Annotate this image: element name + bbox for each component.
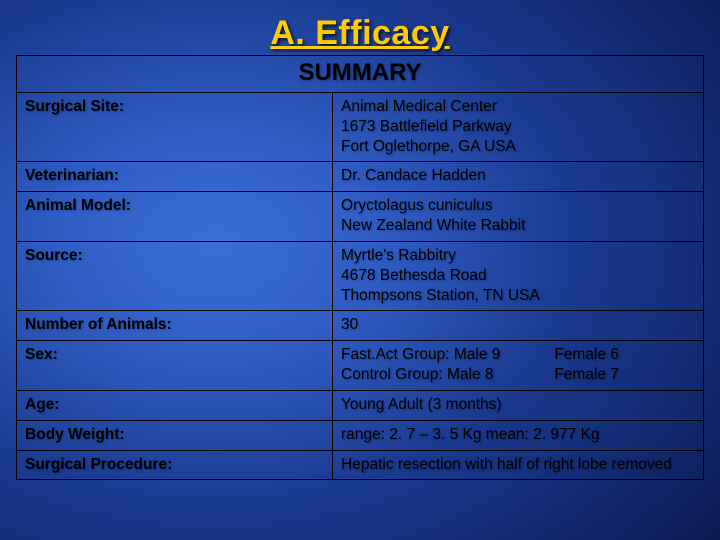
- table-row: Body Weight: range: 2. 7 – 3. 5 Kg mean:…: [17, 420, 704, 450]
- value-line: Oryctolagus cuniculus: [341, 196, 695, 216]
- value-surgical-procedure: Hepatic resection with half of right lob…: [333, 450, 704, 480]
- value-line: Myrtle's Rabbitry: [341, 246, 695, 266]
- value-sex: Fast.Act Group: Male 9 Female 6 Control …: [333, 341, 704, 391]
- summary-header-row: SUMMARY: [17, 56, 704, 93]
- value-line: Thompsons Station, TN USA: [341, 286, 695, 306]
- label-surgical-site: Surgical Site:: [17, 93, 333, 162]
- label-body-weight: Body Weight:: [17, 420, 333, 450]
- table-row: Surgical Site: Animal Medical Center 167…: [17, 93, 704, 162]
- value-source: Myrtle's Rabbitry 4678 Bethesda Road Tho…: [333, 241, 704, 310]
- table-row: Veterinarian: Dr. Candace Hadden: [17, 162, 704, 192]
- table-row: Sex: Fast.Act Group: Male 9 Female 6 Con…: [17, 341, 704, 391]
- table-row: Source: Myrtle's Rabbitry 4678 Bethesda …: [17, 241, 704, 310]
- value-line: 1673 Battlefield Parkway: [341, 117, 695, 137]
- table-row: Number of Animals: 30: [17, 311, 704, 341]
- value-surgical-site: Animal Medical Center 1673 Battlefield P…: [333, 93, 704, 162]
- sex-control-female: Female 7: [546, 365, 695, 385]
- value-animal-model: Oryctolagus cuniculus New Zealand White …: [333, 192, 704, 242]
- value-line: 4678 Bethesda Road: [341, 266, 695, 286]
- value-line: Animal Medical Center: [341, 97, 695, 117]
- value-age: Young Adult (3 months): [333, 390, 704, 420]
- value-body-weight: range: 2. 7 – 3. 5 Kg mean: 2. 977 Kg: [333, 420, 704, 450]
- label-animal-model: Animal Model:: [17, 192, 333, 242]
- summary-heading: SUMMARY: [17, 56, 704, 93]
- slide-container: A. Efficacy SUMMARY Surgical Site: Anima…: [0, 0, 720, 540]
- sex-fastact-female: Female 6: [546, 345, 695, 365]
- value-veterinarian: Dr. Candace Hadden: [333, 162, 704, 192]
- sex-control-male: Control Group: Male 8: [341, 365, 546, 385]
- label-age: Age:: [17, 390, 333, 420]
- slide-title: A. Efficacy: [16, 14, 704, 53]
- label-veterinarian: Veterinarian:: [17, 162, 333, 192]
- label-source: Source:: [17, 241, 333, 310]
- table-row: Age: Young Adult (3 months): [17, 390, 704, 420]
- label-surgical-procedure: Surgical Procedure:: [17, 450, 333, 480]
- label-sex: Sex:: [17, 341, 333, 391]
- value-number-of-animals: 30: [333, 311, 704, 341]
- value-line: Fort Oglethorpe, GA USA: [341, 137, 695, 157]
- value-line: New Zealand White Rabbit: [341, 216, 695, 236]
- summary-table: SUMMARY Surgical Site: Animal Medical Ce…: [16, 55, 704, 480]
- table-row: Surgical Procedure: Hepatic resection wi…: [17, 450, 704, 480]
- label-number-of-animals: Number of Animals:: [17, 311, 333, 341]
- sex-fastact-male: Fast.Act Group: Male 9: [341, 345, 546, 365]
- table-row: Animal Model: Oryctolagus cuniculus New …: [17, 192, 704, 242]
